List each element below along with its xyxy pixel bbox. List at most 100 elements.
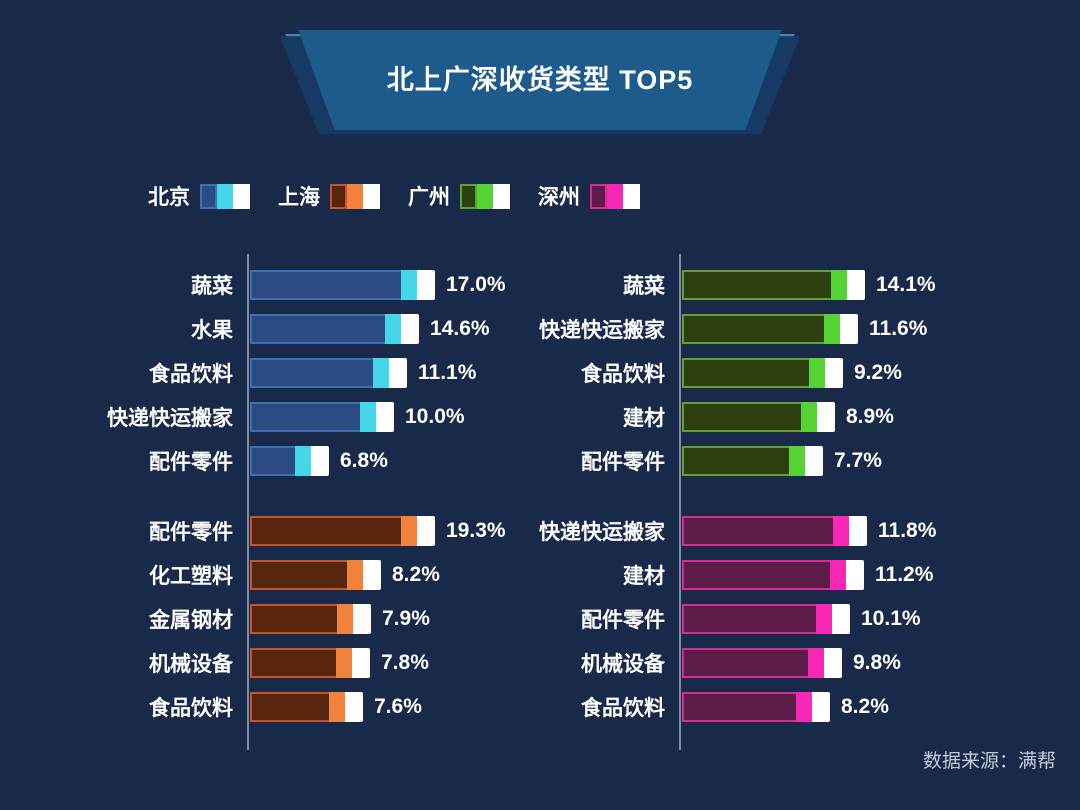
bar-highlight-segment: [401, 270, 417, 300]
bar-row: 食品饮料 11.1%: [0, 351, 540, 395]
legend-label: 上海: [278, 186, 320, 209]
swatch-segment-bright: [476, 183, 494, 209]
bar-深州-建材: [682, 560, 864, 590]
category-label: 配件零件: [149, 521, 233, 544]
chart-quadrant-bottom-left-上海: 配件零件 19.3% 化工塑料 8.2% 金属钢材 7.9% 机械设备 7.8% 食品饮料 7.6…: [0, 509, 540, 729]
bar-上海-配件零件: [250, 516, 435, 546]
bar-body-segment: [682, 604, 816, 634]
bar-body-segment: [682, 648, 808, 678]
bar-row: 快递快运搬家 10.0%: [0, 395, 540, 439]
title-banner: 北上广深收货类型 TOP5: [280, 30, 800, 134]
bar-body-segment: [682, 692, 796, 722]
bar-北京-食品饮料: [250, 358, 407, 388]
category-label: 蔬菜: [623, 275, 665, 298]
bar-广州-食品饮料: [682, 358, 843, 388]
category-label: 机械设备: [581, 653, 665, 676]
legend-color-swatch: [590, 183, 640, 209]
banner-front-layer: [298, 30, 782, 130]
bar-white-tip-segment: [825, 358, 843, 388]
bar-row: 建材 11.2%: [432, 553, 1080, 597]
bar-white-tip-segment: [832, 604, 850, 634]
category-label: 建材: [623, 407, 665, 430]
axis-line-left: [247, 254, 249, 750]
category-label: 金属钢材: [149, 609, 233, 632]
bar-row: 蔬菜 17.0%: [0, 263, 540, 307]
bar-body-segment: [250, 692, 329, 722]
category-label: 快递快运搬家: [107, 407, 233, 430]
legend-item-深州: 深州: [538, 181, 640, 211]
page-title: 北上广深收货类型 TOP5: [386, 65, 694, 95]
bar-北京-水果: [250, 314, 419, 344]
bar-row: 蔬菜 14.1%: [432, 263, 1080, 307]
swatch-segment-dark: [330, 183, 347, 209]
bar-上海-机械设备: [250, 648, 370, 678]
bar-body-segment: [250, 446, 295, 476]
value-label: 6.8%: [340, 449, 388, 472]
value-label: 11.6%: [869, 317, 928, 340]
bar-row: 配件零件 7.7%: [432, 439, 1080, 483]
bar-body-segment: [682, 314, 824, 344]
bar-row: 食品饮料 7.6%: [0, 685, 540, 729]
value-label: 14.6%: [430, 317, 490, 340]
bar-white-tip-segment: [389, 358, 407, 388]
bar-highlight-segment: [373, 358, 389, 388]
bar-body-segment: [250, 604, 337, 634]
bar-上海-金属钢材: [250, 604, 371, 634]
swatch-segment-dark: [460, 183, 477, 209]
data-source-note: 数据来源：满帮: [922, 751, 1056, 772]
bar-white-tip-segment: [417, 270, 435, 300]
bar-row: 快递快运搬家 11.8%: [432, 509, 1080, 553]
bar-highlight-segment: [830, 560, 846, 590]
bar-white-tip-segment: [846, 560, 864, 590]
legend-label: 北京: [148, 186, 190, 209]
bar-北京-配件零件: [250, 446, 329, 476]
bar-white-tip-segment: [812, 692, 830, 722]
value-label: 14.1%: [876, 273, 936, 296]
bar-body-segment: [682, 270, 831, 300]
category-label: 食品饮料: [581, 363, 665, 386]
bar-highlight-segment: [401, 516, 417, 546]
bar-white-tip-segment: [847, 270, 865, 300]
bar-highlight-segment: [808, 648, 824, 678]
category-label: 化工塑料: [149, 565, 233, 588]
bar-white-tip-segment: [376, 402, 394, 432]
category-label: 机械设备: [149, 653, 233, 676]
bar-row: 金属钢材 7.9%: [0, 597, 540, 641]
bar-white-tip-segment: [345, 692, 363, 722]
bar-highlight-segment: [796, 692, 812, 722]
value-label: 7.6%: [374, 695, 422, 718]
bar-highlight-segment: [295, 446, 311, 476]
value-label: 8.9%: [846, 405, 894, 428]
bar-white-tip-segment: [353, 604, 371, 634]
swatch-segment-bright: [606, 183, 624, 209]
legend-color-swatch: [200, 183, 250, 209]
value-label: 9.8%: [853, 651, 901, 674]
value-label: 11.8%: [878, 519, 937, 542]
bar-row: 化工塑料 8.2%: [0, 553, 540, 597]
bar-highlight-segment: [789, 446, 805, 476]
chart-quadrant-bottom-right-深州: 快递快运搬家 11.8% 建材 11.2% 配件零件 10.1% 机械设备 9.8% 食品饮料 8…: [432, 509, 1080, 729]
category-label: 配件零件: [581, 451, 665, 474]
category-label: 水果: [191, 319, 233, 342]
bar-white-tip-segment: [849, 516, 867, 546]
value-label: 17.0%: [446, 273, 506, 296]
category-label: 配件零件: [149, 451, 233, 474]
swatch-segment-white: [623, 183, 640, 209]
bar-white-tip-segment: [401, 314, 419, 344]
legend-item-上海: 上海: [278, 181, 380, 211]
bar-深州-快递快运搬家: [682, 516, 867, 546]
bar-body-segment: [682, 446, 789, 476]
value-label: 11.2%: [875, 563, 934, 586]
bar-highlight-segment: [329, 692, 345, 722]
category-label: 建材: [623, 565, 665, 588]
bar-row: 配件零件 19.3%: [0, 509, 540, 553]
bar-highlight-segment: [385, 314, 401, 344]
value-label: 10.1%: [861, 607, 921, 630]
bar-上海-食品饮料: [250, 692, 363, 722]
bar-highlight-segment: [833, 516, 849, 546]
legend-color-swatch: [330, 183, 380, 209]
swatch-segment-dark: [200, 183, 217, 209]
bar-广州-配件零件: [682, 446, 823, 476]
legend-item-北京: 北京: [148, 181, 250, 211]
bar-highlight-segment: [816, 604, 832, 634]
